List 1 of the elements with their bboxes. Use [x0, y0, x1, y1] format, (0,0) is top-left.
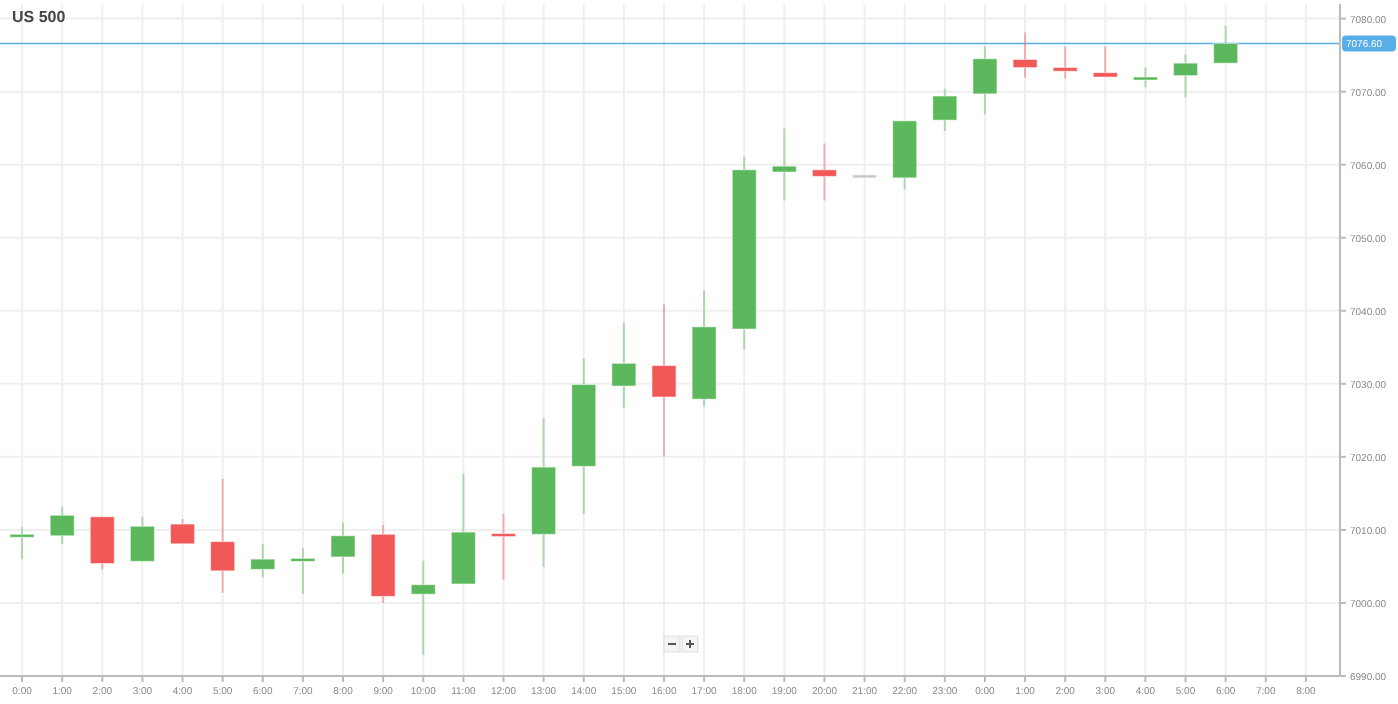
chart-title: US 500	[12, 8, 67, 26]
